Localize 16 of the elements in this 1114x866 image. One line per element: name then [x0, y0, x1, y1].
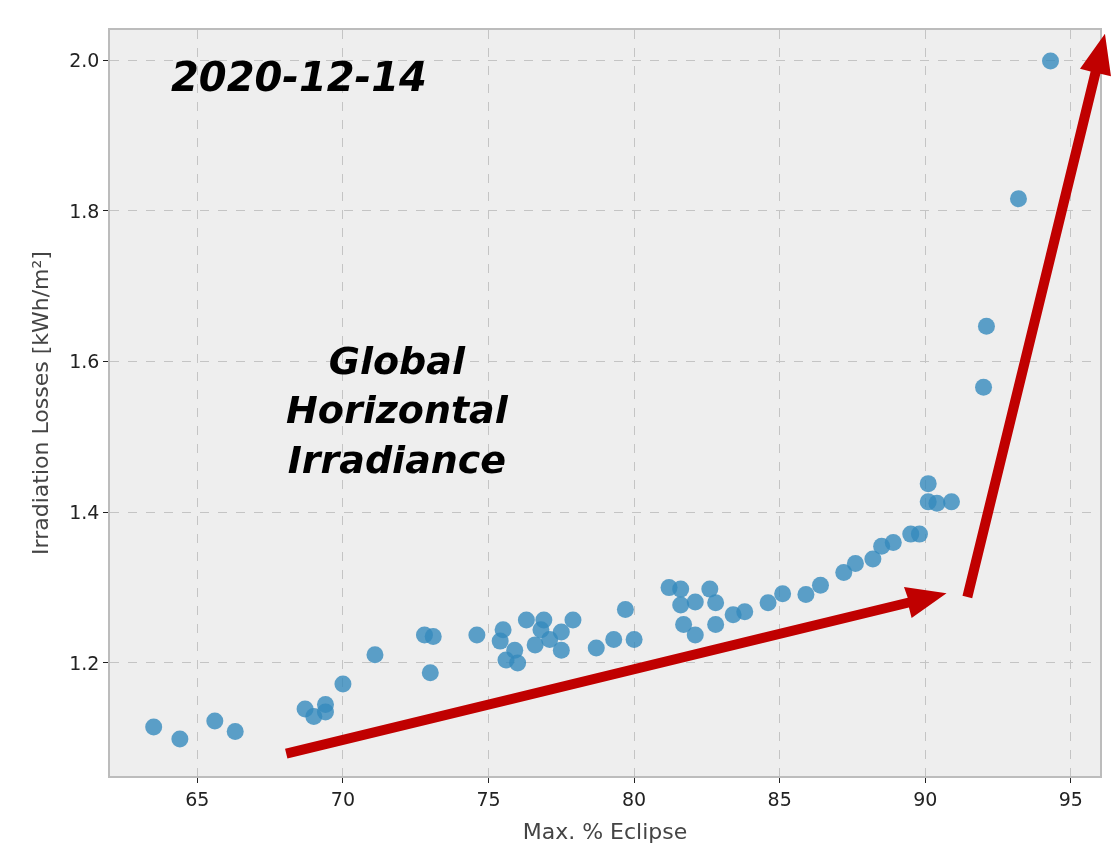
x-tick-label: 85 — [767, 787, 792, 810]
x-tick-label: 75 — [476, 787, 501, 810]
x-tick-label: 95 — [1058, 787, 1083, 810]
x-tick-label: 65 — [185, 787, 210, 810]
y-tick-label: 1.8 — [69, 199, 100, 222]
text: 2020-12-14 — [171, 54, 427, 100]
x-tick-label: 70 — [330, 787, 356, 810]
x-tick-label: 90 — [913, 787, 938, 810]
y-axis-title: Irradiation Losses [kWh/m²] — [27, 251, 53, 555]
y-tick-label: 2.0 — [69, 48, 100, 71]
y-tick-label: 1.2 — [69, 651, 100, 674]
annotation: Global Horizontal Irradiance — [286, 339, 509, 482]
y-tick-label: 1.4 — [69, 500, 100, 523]
x-axis-title: Max. % Eclipse — [522, 818, 688, 844]
y-tick-label: 1.6 — [69, 350, 100, 373]
x-tick-label: 80 — [622, 787, 647, 810]
